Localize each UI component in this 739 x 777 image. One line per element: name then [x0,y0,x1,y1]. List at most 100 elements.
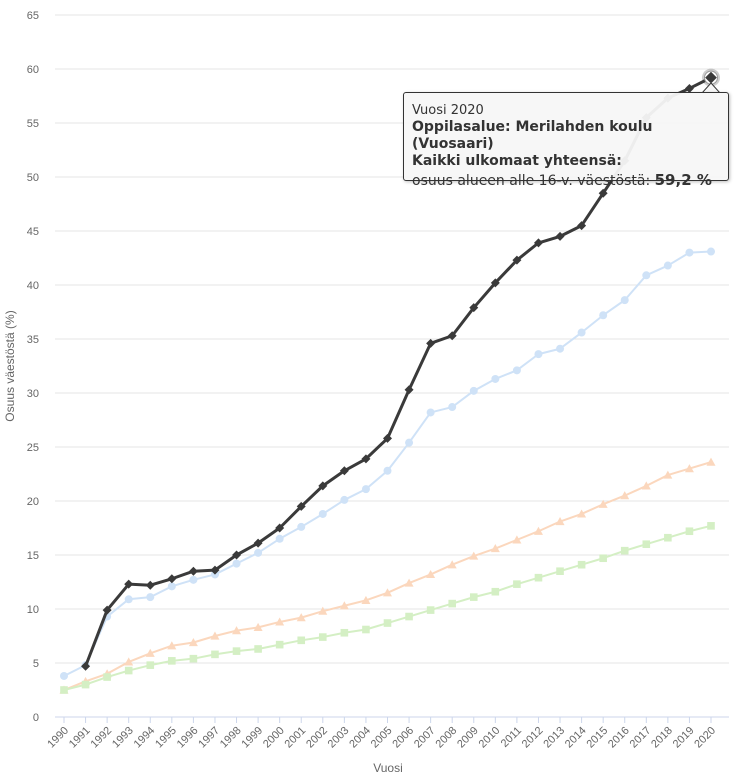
data-point[interactable] [706,457,716,466]
data-point[interactable] [448,599,456,608]
data-point[interactable] [253,622,263,631]
data-point[interactable] [426,338,436,348]
data-point[interactable] [577,560,586,569]
data-point[interactable] [685,248,694,257]
data-point[interactable] [664,533,672,542]
data-point[interactable] [641,481,651,490]
data-point[interactable] [297,522,306,531]
data-point[interactable] [145,648,155,657]
data-point[interactable] [404,385,414,395]
data-point[interactable] [296,501,306,511]
data-point[interactable] [684,464,694,473]
data-point[interactable] [705,71,717,84]
data-point[interactable] [361,595,371,604]
data-point[interactable] [103,673,111,681]
data-point[interactable] [232,647,241,655]
data-point[interactable] [383,619,392,627]
data-point[interactable] [340,628,349,637]
data-point[interactable] [296,613,306,622]
data-point[interactable] [426,569,436,579]
data-point[interactable] [663,261,672,270]
data-point[interactable] [598,499,608,508]
data-point[interactable] [490,544,500,553]
data-point[interactable] [642,540,651,548]
data-point[interactable] [253,538,263,548]
data-point[interactable] [447,331,457,341]
data-point[interactable] [383,466,392,475]
data-point[interactable] [512,255,522,265]
data-point[interactable] [318,481,328,491]
data-point[interactable] [211,650,219,659]
data-point[interactable] [620,546,629,555]
data-point[interactable] [577,509,587,518]
data-point[interactable] [318,509,327,518]
data-point[interactable] [167,582,176,591]
data-point[interactable] [339,601,349,610]
data-point[interactable] [361,485,370,494]
data-point[interactable] [102,605,112,615]
data-point[interactable] [556,344,565,353]
data-point[interactable] [188,637,198,647]
data-point[interactable] [168,657,176,665]
data-point[interactable] [577,328,586,337]
data-point[interactable] [383,433,392,443]
data-point[interactable] [555,231,565,241]
data-point[interactable] [534,350,543,359]
data-point[interactable] [642,271,651,280]
data-point[interactable] [577,221,587,231]
data-point[interactable] [469,551,479,560]
data-point[interactable] [555,517,565,526]
data-point[interactable] [189,575,198,584]
data-point[interactable] [60,686,68,694]
data-point[interactable] [362,625,370,634]
data-point[interactable] [232,550,242,560]
data-point[interactable] [490,278,500,288]
data-point[interactable] [319,633,327,641]
data-point[interactable] [685,527,694,536]
data-point[interactable] [491,374,500,383]
data-point[interactable] [469,303,479,313]
data-point[interactable] [620,491,630,500]
data-point[interactable] [275,523,285,533]
data-point[interactable] [620,296,629,305]
data-point[interactable] [318,606,328,615]
data-point[interactable] [707,247,715,256]
data-point[interactable] [232,559,241,568]
data-point[interactable] [426,408,435,417]
data-point[interactable] [599,311,608,320]
data-point[interactable] [512,535,522,544]
data-point[interactable] [491,587,500,596]
data-point[interactable] [534,573,543,582]
data-point[interactable] [663,470,673,479]
data-point[interactable] [124,666,133,675]
data-point[interactable] [598,188,608,198]
data-point[interactable] [405,438,414,447]
data-point[interactable] [533,526,543,535]
data-point[interactable] [556,567,564,575]
data-point[interactable] [124,595,133,604]
data-point[interactable] [167,641,177,650]
data-point[interactable] [232,626,242,635]
data-point[interactable] [188,566,198,576]
data-point[interactable] [275,640,284,649]
data-point[interactable] [81,661,91,671]
data-point[interactable] [254,548,263,557]
data-point[interactable] [210,565,220,575]
data-point[interactable] [339,466,349,476]
data-point[interactable] [599,554,607,563]
data-point[interactable] [405,612,413,621]
data-point[interactable] [297,636,306,645]
data-point[interactable] [340,495,349,504]
data-point[interactable] [404,578,414,587]
data-point[interactable] [189,654,198,663]
data-point[interactable] [513,580,521,588]
data-point[interactable] [469,386,478,395]
data-point[interactable] [469,593,478,601]
data-point[interactable] [426,606,435,614]
data-point[interactable] [512,366,521,375]
data-point[interactable] [533,238,543,248]
data-point[interactable] [707,522,715,530]
data-point[interactable] [275,534,284,543]
data-point[interactable] [210,631,220,640]
data-point[interactable] [361,454,371,464]
